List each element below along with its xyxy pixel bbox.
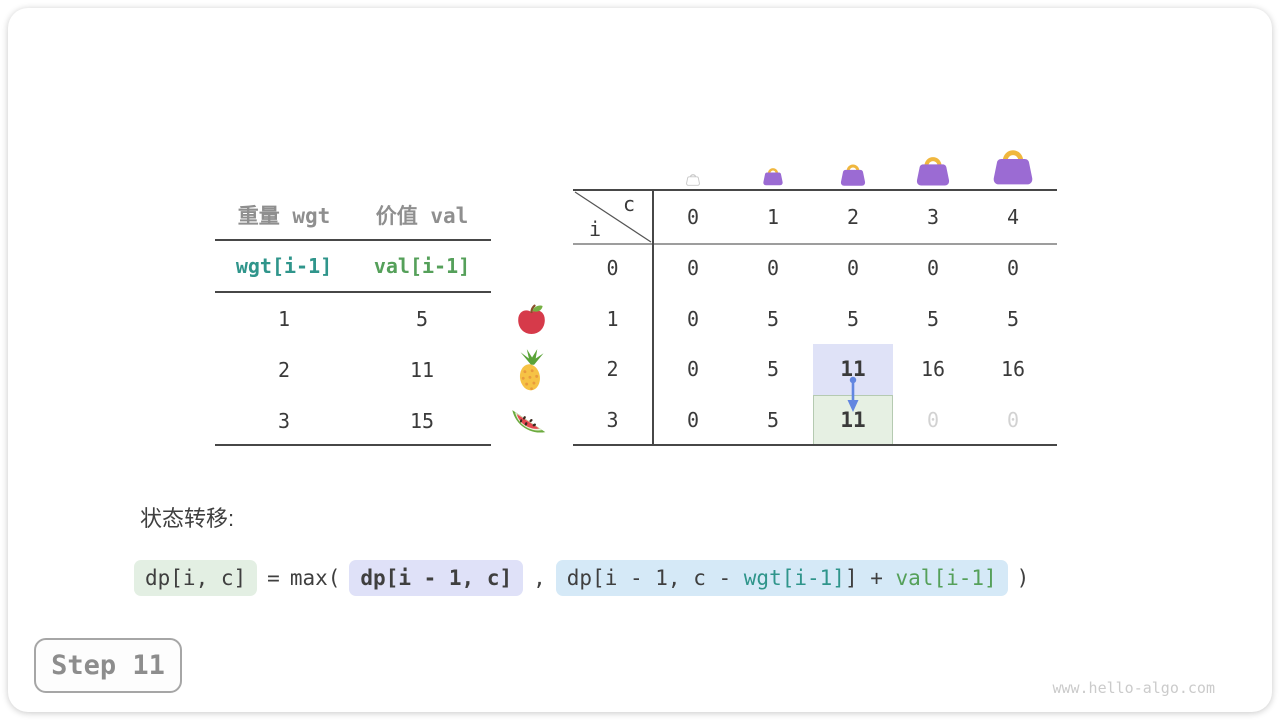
formula-arg1: dp[i - 1, c] xyxy=(349,560,524,596)
dp-cell-0-3: 0 xyxy=(926,256,940,281)
row-header-3: 3 xyxy=(606,407,619,432)
items-table-row: 2 11 xyxy=(215,344,491,395)
col-header-2: 2 xyxy=(846,205,860,229)
formula-equals: = xyxy=(267,566,280,590)
col-axis-label: c xyxy=(622,192,635,216)
dp-table-vertical-rule xyxy=(652,189,654,446)
formula-arg2-mid: ] + xyxy=(844,566,896,590)
dp-cell-1-4: 5 xyxy=(1006,306,1020,331)
items-table-subheader: wgt[i-1] val[i-1] xyxy=(215,243,491,289)
website-url: www.hello-algo.com xyxy=(1052,679,1215,697)
item-3-value: 15 xyxy=(409,408,435,433)
dp-cell-0-4: 0 xyxy=(1006,256,1020,281)
col-header-0: 0 xyxy=(686,205,700,229)
col-header-4: 4 xyxy=(1006,205,1020,229)
step-badge: Step 11 xyxy=(34,638,182,693)
row-header-1: 1 xyxy=(606,306,619,331)
dp-cell-1-0: 0 xyxy=(686,306,700,331)
dp-value-grid: 0 0 0 0 0 0 5 5 5 5 0 5 11 16 16 0 5 11 … xyxy=(653,243,1053,445)
dp-cell-0-0: 0 xyxy=(686,256,700,281)
dp-cell-0-2: 0 xyxy=(846,256,860,281)
step-badge-label: Step 11 xyxy=(51,650,165,681)
items-table-rule-top xyxy=(215,239,491,241)
dp-cell-2-1: 5 xyxy=(766,357,780,382)
dp-cell-0-1: 0 xyxy=(766,256,780,281)
state-transition-label: 状态转移: xyxy=(140,506,235,531)
formula-close-paren: ) xyxy=(1016,566,1030,590)
items-table-row: 3 15 xyxy=(215,395,491,446)
dp-cell-2-3: 16 xyxy=(920,357,946,382)
bag-capacity-4-icon xyxy=(989,142,1037,190)
pineapple-icon xyxy=(509,347,553,393)
item-1-value: 5 xyxy=(415,306,429,331)
weight-column-title: 重量 wgt xyxy=(237,204,331,228)
items-table-rule-mid xyxy=(215,291,491,293)
dp-table-rule-top xyxy=(573,189,1057,191)
bag-capacity-1-icon xyxy=(761,164,785,190)
diagonal-divider xyxy=(574,191,652,243)
formula-lhs: dp[i, c] xyxy=(134,560,258,596)
dp-col-headers: 0 1 2 3 4 xyxy=(653,191,1053,243)
item-2-weight: 2 xyxy=(277,357,291,382)
row-header-0: 0 xyxy=(606,256,619,281)
value-column-title: 价值 val xyxy=(375,204,469,228)
dp-cell-3-3: 0 xyxy=(926,407,940,432)
row-header-2: 2 xyxy=(606,357,619,382)
bag-capacity-2-icon xyxy=(838,159,868,191)
formula-max-open: max( xyxy=(289,566,341,590)
dp-cell-1-1: 5 xyxy=(766,306,780,331)
formula-arg2: dp[i - 1, c - wgt[i-1]] + val[i-1] xyxy=(555,560,1008,596)
formula-arg2-val: val[i-1] xyxy=(895,566,997,590)
dp-cell-3-1: 5 xyxy=(766,407,780,432)
transition-arrow-icon xyxy=(846,376,860,418)
dp-cell-3-0: 0 xyxy=(686,407,700,432)
col-header-3: 3 xyxy=(926,205,940,229)
val-formula-label: val[i-1] xyxy=(373,254,471,278)
item-1-weight: 1 xyxy=(277,306,291,331)
formula-arg2-prefix: dp[i - 1, c - xyxy=(566,566,744,590)
formula-arg2-wgt: wgt[i-1] xyxy=(743,566,845,590)
items-table-header: 重量 wgt 价值 val xyxy=(215,192,491,238)
item-2-value: 11 xyxy=(409,357,435,382)
dp-cell-1-2: 5 xyxy=(846,306,860,331)
dp-table-rule-header xyxy=(573,243,1057,245)
items-table-rule-bottom xyxy=(215,444,491,446)
dp-cell-1-3: 5 xyxy=(926,306,940,331)
wgt-formula-label: wgt[i-1] xyxy=(235,254,333,278)
watermelon-icon xyxy=(507,399,555,441)
items-table-row: 1 5 xyxy=(215,293,491,344)
item-3-weight: 3 xyxy=(277,408,291,433)
state-transition-formula: dp[i, c] = max( dp[i - 1, c] , dp[i - 1,… xyxy=(134,560,1029,596)
col-header-1: 1 xyxy=(766,205,780,229)
dp-cell-3-4: 0 xyxy=(1006,407,1020,432)
dp-cell-2-0: 0 xyxy=(686,357,700,382)
formula-comma: , xyxy=(533,566,546,590)
row-axis-label: i xyxy=(589,217,602,241)
bag-capacity-3-icon xyxy=(913,150,953,191)
dp-cell-2-4: 16 xyxy=(1000,357,1026,382)
dp-table-rule-bottom xyxy=(573,444,1057,446)
dp-row-headers: 0 1 2 3 xyxy=(573,243,652,445)
apple-icon xyxy=(509,297,553,341)
bag-capacity-0-icon xyxy=(685,171,701,190)
dp-table-corner-cell: c i xyxy=(574,191,652,243)
